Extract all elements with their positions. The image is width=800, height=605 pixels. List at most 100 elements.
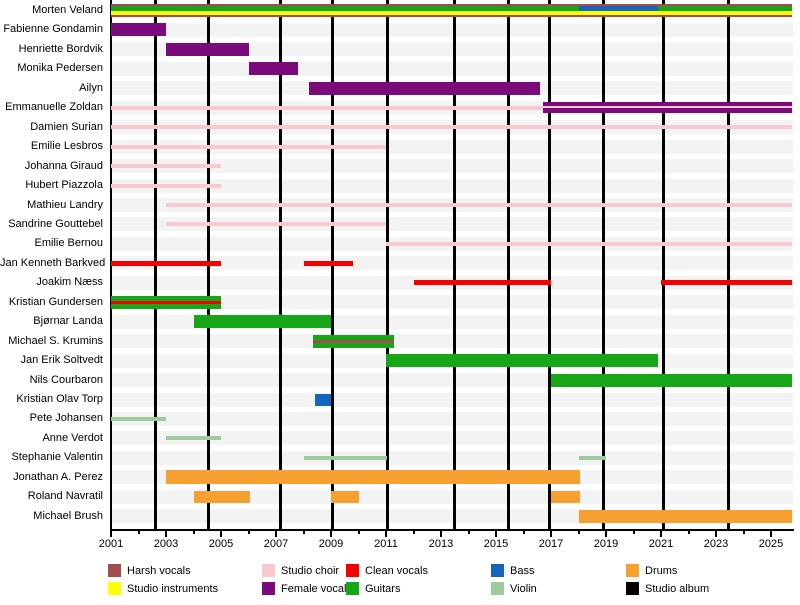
timeline-bar (111, 183, 221, 188)
member-label: Fabienne Gondamin (3, 23, 103, 36)
timeline-bar (303, 260, 353, 266)
axis-major-tick (495, 531, 497, 537)
member-label: Roland Navratil (27, 490, 103, 503)
axis-major-tick (605, 531, 607, 537)
role-stripe-female_vocals (542, 102, 792, 107)
axis-major-tick (715, 531, 717, 537)
axis-major-tick (330, 531, 332, 537)
axis-minor-tick (302, 531, 305, 534)
role-stripe-studio_instruments (111, 11, 792, 15)
axis-minor-tick (412, 531, 415, 534)
row-band (112, 489, 793, 504)
row-band (112, 22, 793, 37)
studio-album-line (662, 0, 666, 529)
legend-label: Studio instruments (127, 583, 219, 595)
role-stripe-harsh_vocals (111, 4, 792, 6)
axis-major-tick (165, 531, 167, 537)
timeline-bar (193, 490, 250, 503)
role-stripe-studio_choir (111, 164, 221, 169)
member-label: Sandrine Gouttebel (8, 217, 103, 230)
role-stripe-female_vocals (309, 81, 540, 95)
member-label: Stephanie Valentin (11, 451, 103, 464)
legend-swatch-studio_choir (262, 564, 275, 577)
legend-label: Drums (645, 565, 678, 577)
axis-major-tick (220, 531, 222, 537)
role-stripe-female_vocals (542, 108, 792, 114)
timeline-bar (309, 81, 540, 95)
role-stripe-guitars (193, 315, 331, 329)
role-stripe-clean_vocals (661, 280, 792, 286)
member-label: Jan Erik Soltvedt (20, 354, 103, 367)
role-stripe-studio_choir (166, 203, 792, 207)
role-stripe-violin (166, 436, 221, 441)
member-label: Morten Veland (32, 4, 103, 16)
axis-minor-tick (467, 531, 470, 534)
studio-album-line (278, 0, 282, 529)
role-stripe-violin (303, 455, 388, 460)
member-label: Emilie Bernou (34, 237, 103, 250)
row-band (112, 178, 793, 193)
legend-swatch-female_vocals (262, 582, 275, 595)
axis-tick-label: 2003 (153, 538, 179, 550)
member-label: Michael S. Krumins (8, 334, 103, 347)
role-stripe-studio_choir (386, 241, 792, 246)
role-stripe-clean_vocals (413, 280, 551, 286)
legend-swatch-violin (491, 582, 504, 595)
x-axis-line (110, 529, 794, 531)
timeline-bar (166, 222, 386, 227)
member-label: Mathieu Landry (27, 198, 103, 211)
row-band (112, 139, 793, 154)
axis-tick-label: 2007 (263, 538, 289, 550)
legend-label: Violin (510, 583, 537, 595)
role-stripe-drums (331, 490, 359, 503)
axis-minor-tick (192, 531, 195, 534)
member-label: Henriette Bordvik (18, 42, 103, 55)
member-label: Hubert Piazzola (25, 179, 103, 192)
legend-label: Female vocals (281, 583, 352, 595)
axis-tick-label: 2005 (208, 538, 234, 550)
legend-swatch-guitars (346, 582, 359, 595)
role-stripe-bass (314, 393, 331, 406)
role-stripe-guitars (313, 334, 395, 340)
legend-swatch-drums (626, 564, 639, 577)
legend-swatch-studio_instruments (108, 582, 121, 595)
timeline-bar (166, 42, 249, 56)
member-label: Monika Pedersen (17, 62, 103, 75)
row-band (112, 392, 793, 407)
timeline-bar (111, 105, 792, 110)
row-band (112, 431, 793, 446)
member-label: Nils Courbaron (29, 373, 103, 386)
timeline-bar (661, 280, 792, 286)
role-stripe-guitars (386, 354, 659, 368)
timeline-bar (111, 144, 386, 149)
timeline-bar (166, 436, 221, 441)
role-stripe-guitars (551, 373, 792, 387)
row-band (112, 42, 793, 57)
axis-tick-label: 2013 (428, 538, 454, 550)
axis-tick-label: 2001 (98, 538, 124, 550)
axis-minor-tick (687, 531, 690, 534)
role-stripe-guitars (111, 295, 221, 301)
role-stripe-studio_choir (111, 105, 792, 110)
row-band (112, 217, 793, 232)
role-stripe-drums (193, 490, 250, 503)
row-band (112, 295, 793, 310)
timeline-bar (313, 334, 395, 348)
axis-tick-label: 2015 (483, 538, 509, 550)
legend-label: Studio choir (281, 565, 340, 577)
member-label: Jonathan A. Perez (13, 470, 103, 483)
timeline-bar (578, 455, 606, 460)
timeline-bar (111, 295, 221, 309)
timeline-bar (166, 470, 580, 485)
timeline-bar (111, 23, 166, 37)
role-stripe-studio_choir (111, 144, 386, 149)
timeline-bar (578, 509, 792, 523)
role-stripe-guitars (111, 6, 792, 11)
axis-major-tick (550, 531, 552, 537)
timeline-bar (542, 102, 792, 114)
axis-minor-tick (742, 531, 745, 534)
member-label: Anne Verdot (42, 431, 103, 444)
timeline-bar (331, 490, 359, 503)
role-stripe-studio_choir (166, 222, 386, 227)
axis-minor-tick (247, 531, 250, 534)
